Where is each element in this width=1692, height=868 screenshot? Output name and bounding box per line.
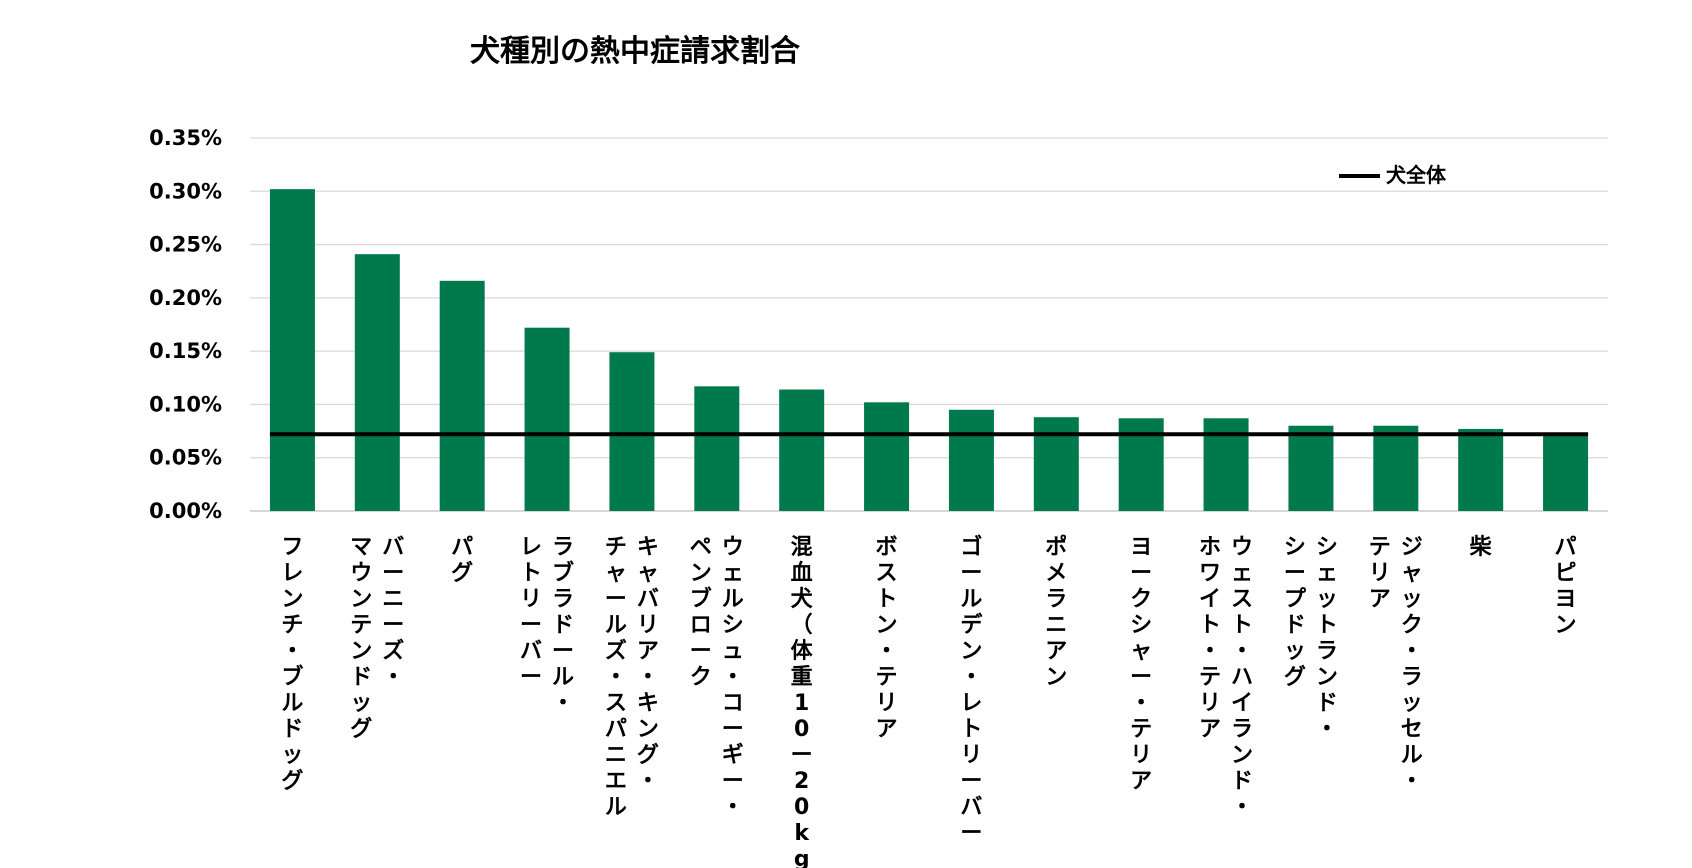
- category-label: パピヨン: [1555, 535, 1577, 638]
- y-tick-label: 0.35%: [149, 126, 222, 150]
- category-label: シープドッグ: [1284, 535, 1307, 690]
- chart-title: 犬種別の熱中症請求割合: [470, 34, 800, 69]
- y-tick-label: 0.25%: [149, 233, 222, 257]
- bar: [1373, 425, 1419, 511]
- category-label: ゴールデン・レトリーバー: [960, 534, 983, 846]
- bar: [524, 327, 570, 511]
- category-label: ホワイト・テリア: [1199, 535, 1221, 742]
- category-label: ラブラドール・: [552, 535, 574, 716]
- y-tick-label: 0.15%: [149, 339, 222, 363]
- bar: [269, 189, 315, 511]
- category-label: チャールズ・スパニエル: [605, 535, 627, 820]
- y-axis-ticks: 0.00% 0.05% 0.10% 0.15% 0.20% 0.25% 0.30% 0.35%: [149, 126, 222, 523]
- category-label: ペンブローク: [690, 535, 712, 690]
- bar: [439, 280, 485, 511]
- y-tick-label: 0.10%: [149, 392, 222, 416]
- category-label: マウンテンドッグ: [350, 535, 372, 742]
- category-label: テリア: [1369, 535, 1391, 612]
- legend-label: 犬全体: [1386, 163, 1447, 187]
- category-label: バーニーズ・: [382, 535, 404, 690]
- bar: [1203, 418, 1249, 511]
- y-tick-label: 0.05%: [149, 446, 222, 470]
- category-label: ウェスト・ハイランド・: [1231, 535, 1253, 820]
- category-label: ボストン・テリア: [876, 535, 898, 742]
- category-label: ジャック・ラッセル・: [1401, 535, 1423, 794]
- category-label: シェットランド・: [1316, 535, 1338, 742]
- bar: [864, 402, 910, 511]
- category-label: ポメラニアン: [1045, 534, 1067, 690]
- bar: [1458, 428, 1504, 511]
- y-tick-label: 0.00%: [149, 499, 222, 523]
- y-tick-label: 0.30%: [149, 179, 222, 203]
- category-labels: フレンチ・ブルドッグ バーニーズ・マウンテンドッグ パグ ラブラドール・レトリーバー キ…: [281, 534, 1576, 868]
- category-label: ヨークシャー・テリア: [1130, 535, 1152, 794]
- bar: [354, 254, 400, 512]
- category-label: レトリーバー: [520, 535, 542, 690]
- legend: 犬全体: [1339, 163, 1447, 187]
- category-label: 柴: [1469, 535, 1493, 560]
- bar: [1543, 433, 1589, 511]
- bars: [269, 189, 1589, 512]
- bar: [609, 352, 655, 511]
- category-label: フレンチ・ブルドッグ: [281, 535, 303, 794]
- y-tick-label: 0.20%: [149, 286, 222, 310]
- bar: [694, 386, 740, 511]
- category-label: キャバリア・キング・: [637, 535, 659, 794]
- bar: [948, 409, 994, 511]
- bar: [1118, 418, 1164, 511]
- bar: [1288, 425, 1334, 511]
- bar: [779, 389, 825, 511]
- bar: [1033, 417, 1079, 511]
- category-label: ウェルシュ・コーギー・: [722, 535, 744, 820]
- category-label: パグ: [451, 535, 473, 586]
